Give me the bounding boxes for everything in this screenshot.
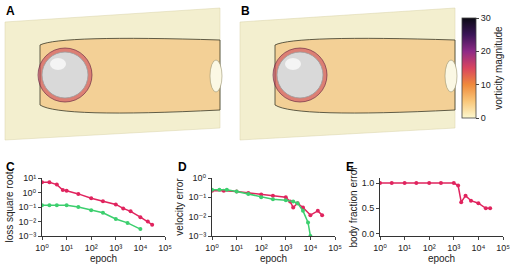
svg-text:10⁴: 10⁴ bbox=[303, 243, 317, 253]
svg-text:E: E bbox=[346, 160, 354, 174]
svg-text:10⁻¹: 10⁻¹ bbox=[188, 192, 206, 202]
svg-text:0.5: 0.5 bbox=[362, 203, 375, 213]
svg-text:30: 30 bbox=[481, 13, 491, 23]
svg-text:epoch: epoch bbox=[260, 253, 287, 264]
svg-text:10⁵: 10⁵ bbox=[496, 243, 510, 253]
svg-text:10¹: 10¹ bbox=[398, 243, 411, 253]
svg-text:10: 10 bbox=[481, 80, 491, 90]
svg-text:10¹: 10¹ bbox=[60, 243, 73, 253]
svg-text:A: A bbox=[6, 4, 15, 18]
svg-text:10⁰: 10⁰ bbox=[373, 243, 387, 253]
svg-text:10⁰: 10⁰ bbox=[23, 188, 37, 198]
svg-text:10³: 10³ bbox=[279, 243, 292, 253]
svg-text:0.0: 0.0 bbox=[362, 229, 375, 239]
svg-text:velocity error: velocity error bbox=[174, 178, 185, 236]
svg-text:10⁰: 10⁰ bbox=[205, 243, 219, 253]
svg-text:10³: 10³ bbox=[109, 243, 122, 253]
svg-text:loss square root: loss square root bbox=[4, 171, 15, 242]
svg-text:D: D bbox=[178, 160, 187, 174]
svg-text:epoch: epoch bbox=[428, 253, 455, 264]
svg-text:10⁵: 10⁵ bbox=[328, 243, 342, 253]
svg-text:10⁴: 10⁴ bbox=[133, 243, 147, 253]
svg-text:10⁴: 10⁴ bbox=[471, 243, 485, 253]
svg-text:C: C bbox=[6, 160, 15, 174]
svg-text:10²: 10² bbox=[423, 243, 436, 253]
svg-text:10²: 10² bbox=[85, 243, 98, 253]
svg-text:0: 0 bbox=[481, 113, 486, 123]
svg-text:20: 20 bbox=[481, 46, 491, 56]
svg-text:vorticity magnitude: vorticity magnitude bbox=[493, 26, 504, 110]
svg-text:10⁵: 10⁵ bbox=[158, 243, 172, 253]
svg-text:10⁻³: 10⁻³ bbox=[18, 231, 36, 241]
svg-text:10²: 10² bbox=[255, 243, 268, 253]
svg-text:10¹: 10¹ bbox=[230, 243, 243, 253]
svg-text:body fraction error: body fraction error bbox=[348, 166, 359, 248]
svg-text:10¹: 10¹ bbox=[23, 173, 36, 183]
svg-text:10⁰: 10⁰ bbox=[193, 173, 207, 183]
svg-text:10⁻³: 10⁻³ bbox=[188, 231, 206, 241]
svg-text:10⁻²: 10⁻² bbox=[188, 212, 206, 222]
svg-text:B: B bbox=[241, 4, 250, 18]
svg-text:1.0: 1.0 bbox=[362, 178, 375, 188]
svg-text:epoch: epoch bbox=[90, 253, 117, 264]
svg-text:10⁻¹: 10⁻¹ bbox=[18, 202, 36, 212]
svg-text:10³: 10³ bbox=[447, 243, 460, 253]
svg-text:10⁻²: 10⁻² bbox=[18, 217, 36, 227]
svg-text:10⁰: 10⁰ bbox=[35, 243, 49, 253]
